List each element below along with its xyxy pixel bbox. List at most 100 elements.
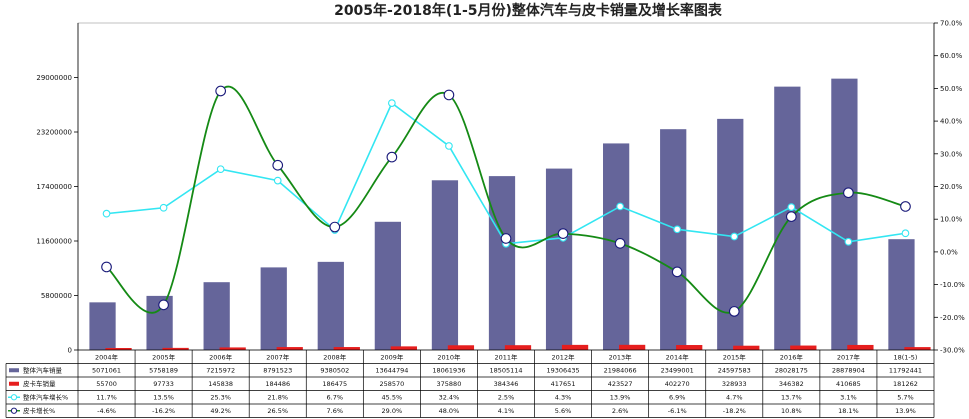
data-value-label: 18.1% xyxy=(838,407,859,415)
bar-total-sales xyxy=(660,129,687,350)
point-pickup-growth xyxy=(785,211,797,222)
x-category-label: 2006年 xyxy=(209,352,233,361)
point-total-growth xyxy=(616,202,624,211)
x-category-label: 18(1-5) xyxy=(893,353,917,361)
right-axis-tick-label: -10.0% xyxy=(940,281,965,289)
x-category-label: 2008年 xyxy=(323,352,347,361)
chart-title: 2005年-2018年(1-5月份)整体汽车与皮卡销量及增长率图表 xyxy=(334,2,723,19)
data-value-label: 186475 xyxy=(322,380,347,388)
point-total-growth xyxy=(787,203,796,211)
data-value-label: 9380502 xyxy=(320,367,349,375)
point-total-growth xyxy=(445,142,453,150)
point-pickup-growth xyxy=(728,306,740,317)
point-pickup-growth xyxy=(158,299,169,311)
bar-total-sales xyxy=(203,282,230,350)
data-value-label: 6.9% xyxy=(669,394,686,402)
legend-key-marker xyxy=(10,394,18,401)
right-axis-tick-label: 70.0% xyxy=(940,20,963,28)
data-value-label: 4.7% xyxy=(726,394,743,402)
line-layer xyxy=(101,85,911,317)
data-value-label: -18.2% xyxy=(723,407,746,415)
data-value-label: 402270 xyxy=(665,380,690,388)
data-value-label: 21984066 xyxy=(604,367,637,375)
data-table: 2004年 2005年 2006年 2007年 2008年 2009年 2010年 2011年… xyxy=(5,350,935,418)
x-category-label: 2004年 xyxy=(95,352,119,361)
bar-pickup-sales xyxy=(162,347,189,350)
right-axis-tick-label: -20.0% xyxy=(940,314,965,322)
point-pickup-growth xyxy=(671,266,683,278)
point-pickup-growth xyxy=(443,89,455,101)
left-axis-tick-label: 11600000 xyxy=(36,238,72,246)
right-axis-tick-label: 60.0% xyxy=(940,52,963,60)
right-axis-tick-label: -30.0% xyxy=(940,347,965,355)
x-category-label: 2005年 xyxy=(152,352,176,361)
data-value-label: 11792441 xyxy=(889,367,922,375)
data-value-label: 423527 xyxy=(608,380,633,388)
data-value-label: 26.5% xyxy=(267,407,288,415)
data-value-label: 13.7% xyxy=(781,394,802,402)
data-value-label: 384346 xyxy=(494,380,519,388)
x-category-label: 2010年 xyxy=(437,352,461,361)
x-category-label: 2011年 xyxy=(494,352,518,361)
data-value-label: 181262 xyxy=(893,380,918,388)
data-value-label: 18061936 xyxy=(432,367,465,375)
data-value-label: 375880 xyxy=(437,380,462,388)
x-category-label: 2007年 xyxy=(266,352,290,361)
data-value-label: 5.7% xyxy=(897,394,914,402)
point-pickup-growth xyxy=(215,85,227,97)
legend-key-bar xyxy=(9,381,19,386)
data-value-label: 417651 xyxy=(551,380,576,388)
data-value-label: 10.8% xyxy=(781,407,802,415)
data-value-label: 32.4% xyxy=(439,394,460,402)
bar-pickup-sales xyxy=(733,345,760,350)
point-pickup-growth xyxy=(614,238,626,249)
right-axis-tick-label: 20.0% xyxy=(940,183,963,191)
point-total-growth xyxy=(388,99,396,107)
x-category-label: 2016年 xyxy=(780,352,804,361)
data-value-label: 7215972 xyxy=(206,367,235,375)
point-pickup-growth xyxy=(329,221,341,233)
left-axis-tick-label: 0 xyxy=(68,347,72,355)
point-pickup-growth xyxy=(386,151,398,163)
bar-total-sales xyxy=(260,267,287,350)
bar-total-sales xyxy=(888,239,915,350)
data-value-label: 4.3% xyxy=(555,394,572,402)
bar-pickup-sales xyxy=(390,346,417,350)
axis-layer: 0 5800000 11600000 17400000 23200000 29000000… xyxy=(36,20,965,355)
bar-pickup-sales xyxy=(904,347,931,350)
bar-pickup-sales xyxy=(105,348,132,350)
left-axis-tick-label: 29000000 xyxy=(36,74,72,82)
data-value-label: 6.7% xyxy=(327,394,344,402)
series-name: 皮卡车销量 xyxy=(23,379,56,388)
bar-pickup-sales xyxy=(619,344,646,350)
point-pickup-growth xyxy=(900,201,911,212)
x-category-label: 2012年 xyxy=(552,352,576,361)
data-value-label: 5.6% xyxy=(555,407,572,415)
data-value-label: 258570 xyxy=(379,380,404,388)
data-value-label: 184486 xyxy=(265,380,290,388)
data-value-label: 23499001 xyxy=(661,367,694,375)
series-name: 整体汽车增长% xyxy=(23,393,68,402)
bar-pickup-sales xyxy=(676,345,703,350)
data-value-label: 18505114 xyxy=(489,367,522,375)
data-value-label: 21.8% xyxy=(267,394,288,402)
point-total-growth xyxy=(901,229,910,238)
series-name: 整体汽车销量 xyxy=(23,366,63,375)
data-value-label: 5071061 xyxy=(92,367,121,375)
data-value-label: 5758189 xyxy=(149,367,178,375)
point-total-growth xyxy=(673,225,682,234)
point-total-growth xyxy=(730,232,739,241)
data-value-label: 55700 xyxy=(96,380,117,388)
left-axis-tick-label: 5800000 xyxy=(41,292,72,300)
data-value-label: 3.1% xyxy=(840,394,857,402)
point-pickup-growth xyxy=(272,159,284,171)
data-value-label: 19306435 xyxy=(547,367,580,375)
point-pickup-growth xyxy=(500,233,512,244)
bar-total-sales xyxy=(488,176,516,350)
data-value-label: -6.1% xyxy=(668,407,687,415)
data-value-label: 346382 xyxy=(779,380,804,388)
bar-pickup-sales xyxy=(276,347,303,350)
left-axis-tick-label: 17400000 xyxy=(36,183,72,191)
x-category-label: 2009年 xyxy=(380,352,404,361)
